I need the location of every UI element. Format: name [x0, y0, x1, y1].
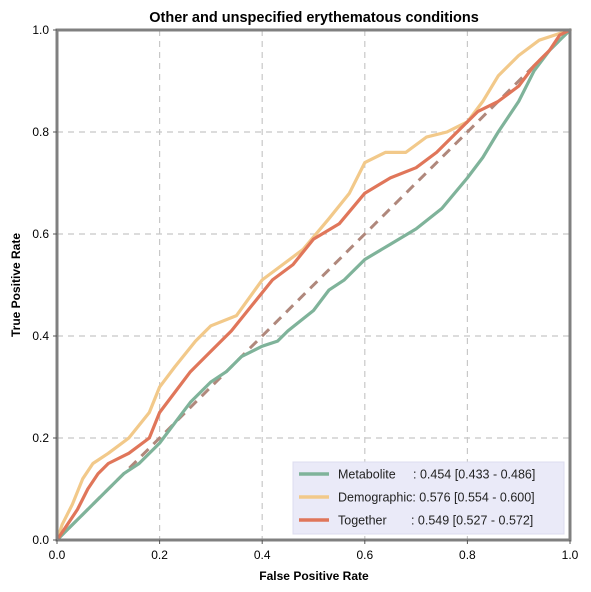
tick-layer: 0.0 0.2 0.4 0.6 0.8 1.0 0.0 0.2 0.4 0.6 0.8 1.0 [32, 23, 578, 562]
x-tick-label: 0.0 [49, 548, 66, 562]
y-tick-label: 0.4 [32, 329, 49, 343]
legend-entry-metabolite: Metabolite : 0.454 [0.433 - 0.486] [338, 468, 535, 482]
y-tick-label: 0.6 [32, 227, 49, 241]
x-tick-label: 0.6 [356, 548, 373, 562]
grid-layer [57, 30, 570, 540]
series-layer [55, 28, 572, 542]
chance-diagonal-line [55, 28, 572, 542]
x-tick-label: 1.0 [562, 548, 579, 562]
x-tick-label: 0.8 [459, 548, 476, 562]
chart-title: Other and unspecified erythematous condi… [149, 10, 479, 26]
y-tick-label: 0.2 [32, 431, 49, 445]
y-tick-label: 0.8 [32, 125, 49, 139]
diagonal-layer [55, 28, 572, 542]
series-line-metabolite [55, 28, 572, 542]
legend-entry-together: Together : 0.549 [0.527 - 0.572] [338, 514, 533, 528]
y-axis-label: True Positive Rate [9, 233, 23, 337]
series-line-demographic [55, 28, 572, 542]
legend-box [292, 461, 565, 535]
legend: Metabolite : 0.454 [0.433 - 0.486] Demogr… [292, 461, 565, 535]
series-line-together [55, 28, 572, 542]
y-tick-label: 1.0 [32, 23, 49, 37]
x-axis-label: False Positive Rate [259, 569, 369, 583]
plot-frame [55, 28, 572, 542]
x-tick-label: 0.4 [254, 548, 271, 562]
legend-entry-demographic: Demographic: 0.576 [0.554 - 0.600] [338, 491, 535, 505]
y-tick-label: 0.0 [32, 533, 49, 547]
x-tick-label: 0.2 [151, 548, 168, 562]
